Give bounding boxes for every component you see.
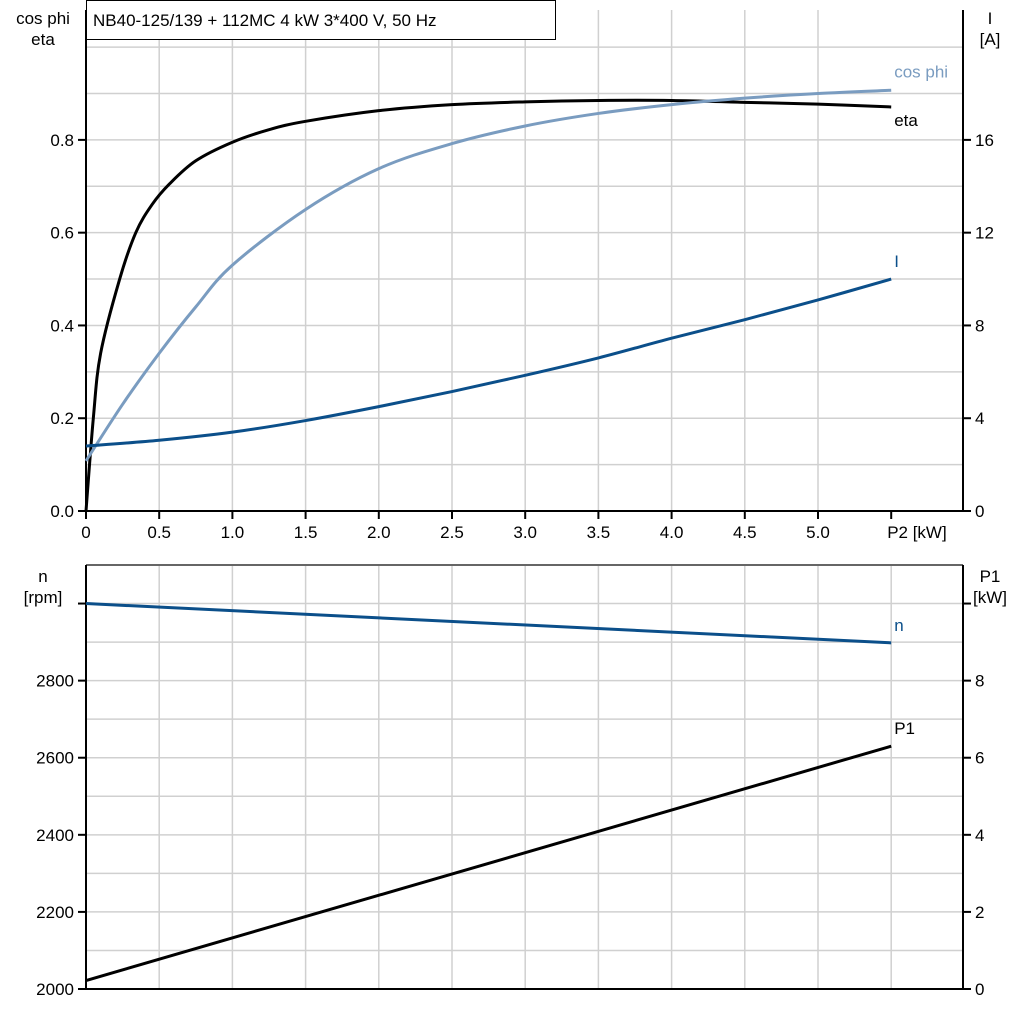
y-right-tick-label: 12 xyxy=(975,224,994,243)
y-left-tick-label: 0.6 xyxy=(50,224,74,243)
title-box xyxy=(86,0,556,40)
y-left-tick-label: 2800 xyxy=(36,672,74,691)
x-tick-label: 4.0 xyxy=(660,523,684,542)
x-tick-label: 0 xyxy=(81,523,90,542)
series-line-n xyxy=(85,602,892,645)
x-tick-label: 2.5 xyxy=(440,523,464,542)
x-tick-label: 1.0 xyxy=(221,523,245,542)
series-label-cos-phi: cos phi xyxy=(894,62,948,81)
y-left-tick-label: 2400 xyxy=(36,826,74,845)
series-line-i xyxy=(85,277,892,448)
y-left-tick-label: 2600 xyxy=(36,749,74,768)
x-tick-label: 4.5 xyxy=(733,523,757,542)
series-label-p1: P1 xyxy=(894,719,915,738)
y-left-tick-label: 2200 xyxy=(36,903,74,922)
x-tick-label: 3.5 xyxy=(587,523,611,542)
y-right-tick-label: 4 xyxy=(975,409,984,428)
y-right-tick-label: 0 xyxy=(975,980,984,999)
x-tick-label: 0.5 xyxy=(147,523,171,542)
x-tick-label: 1.5 xyxy=(294,523,318,542)
y-right-tick-label: 6 xyxy=(975,749,984,768)
series-line-cos-phi xyxy=(84,88,892,462)
bottom-chart: 2000 2200 2400 2600 2800 0 2 4 6 8 n [rpm] P1 [kW] n P1 xyxy=(24,564,1007,999)
y-right-axis-unit: [kW] xyxy=(973,588,1007,607)
y-right-tick-label: 16 xyxy=(975,131,994,150)
y-left-axis-unit: eta xyxy=(31,30,55,49)
y-left-tick-label: 0.8 xyxy=(50,131,74,150)
chart-title: NB40-125/139 + 112MC 4 kW 3*400 V, 50 Hz xyxy=(93,11,437,30)
series-line-p1 xyxy=(85,744,892,982)
y-right-axis-title: P1 xyxy=(980,567,1001,586)
y-right-tick-label: 0 xyxy=(975,502,984,521)
y-left-tick-label: 0.4 xyxy=(50,316,74,335)
y-left-axis-unit: [rpm] xyxy=(24,588,63,607)
y-left-tick-label: 0.2 xyxy=(50,409,74,428)
series-label-i: I xyxy=(894,252,899,271)
x-tick-label: 2.0 xyxy=(367,523,391,542)
y-right-axis-unit: [A] xyxy=(980,30,1001,49)
y-left-tick-label: 2000 xyxy=(36,980,74,999)
x-tick-label: 3.0 xyxy=(513,523,537,542)
top-chart: 0.0 0.2 0.4 0.6 0.8 0 4 8 12 16 0 0.5 1.0 1.5 2.0 2.5 3.… xyxy=(16,9,1000,542)
y-right-tick-label: 2 xyxy=(975,903,984,922)
y-left-tick-label: 0.0 xyxy=(50,502,74,521)
x-tick-label: 5.0 xyxy=(806,523,830,542)
y-right-axis-title: I xyxy=(988,9,993,28)
y-right-tick-label: 8 xyxy=(975,672,984,691)
series-line-eta xyxy=(84,98,892,512)
y-left-axis-title: n xyxy=(38,567,47,586)
y-right-tick-label: 4 xyxy=(975,826,984,845)
series-label-n: n xyxy=(894,616,903,635)
series-label-eta: eta xyxy=(894,111,918,130)
y-left-axis-title: cos phi xyxy=(16,9,70,28)
x-axis-label: P2 [kW] xyxy=(887,523,947,542)
y-right-tick-label: 8 xyxy=(975,316,984,335)
